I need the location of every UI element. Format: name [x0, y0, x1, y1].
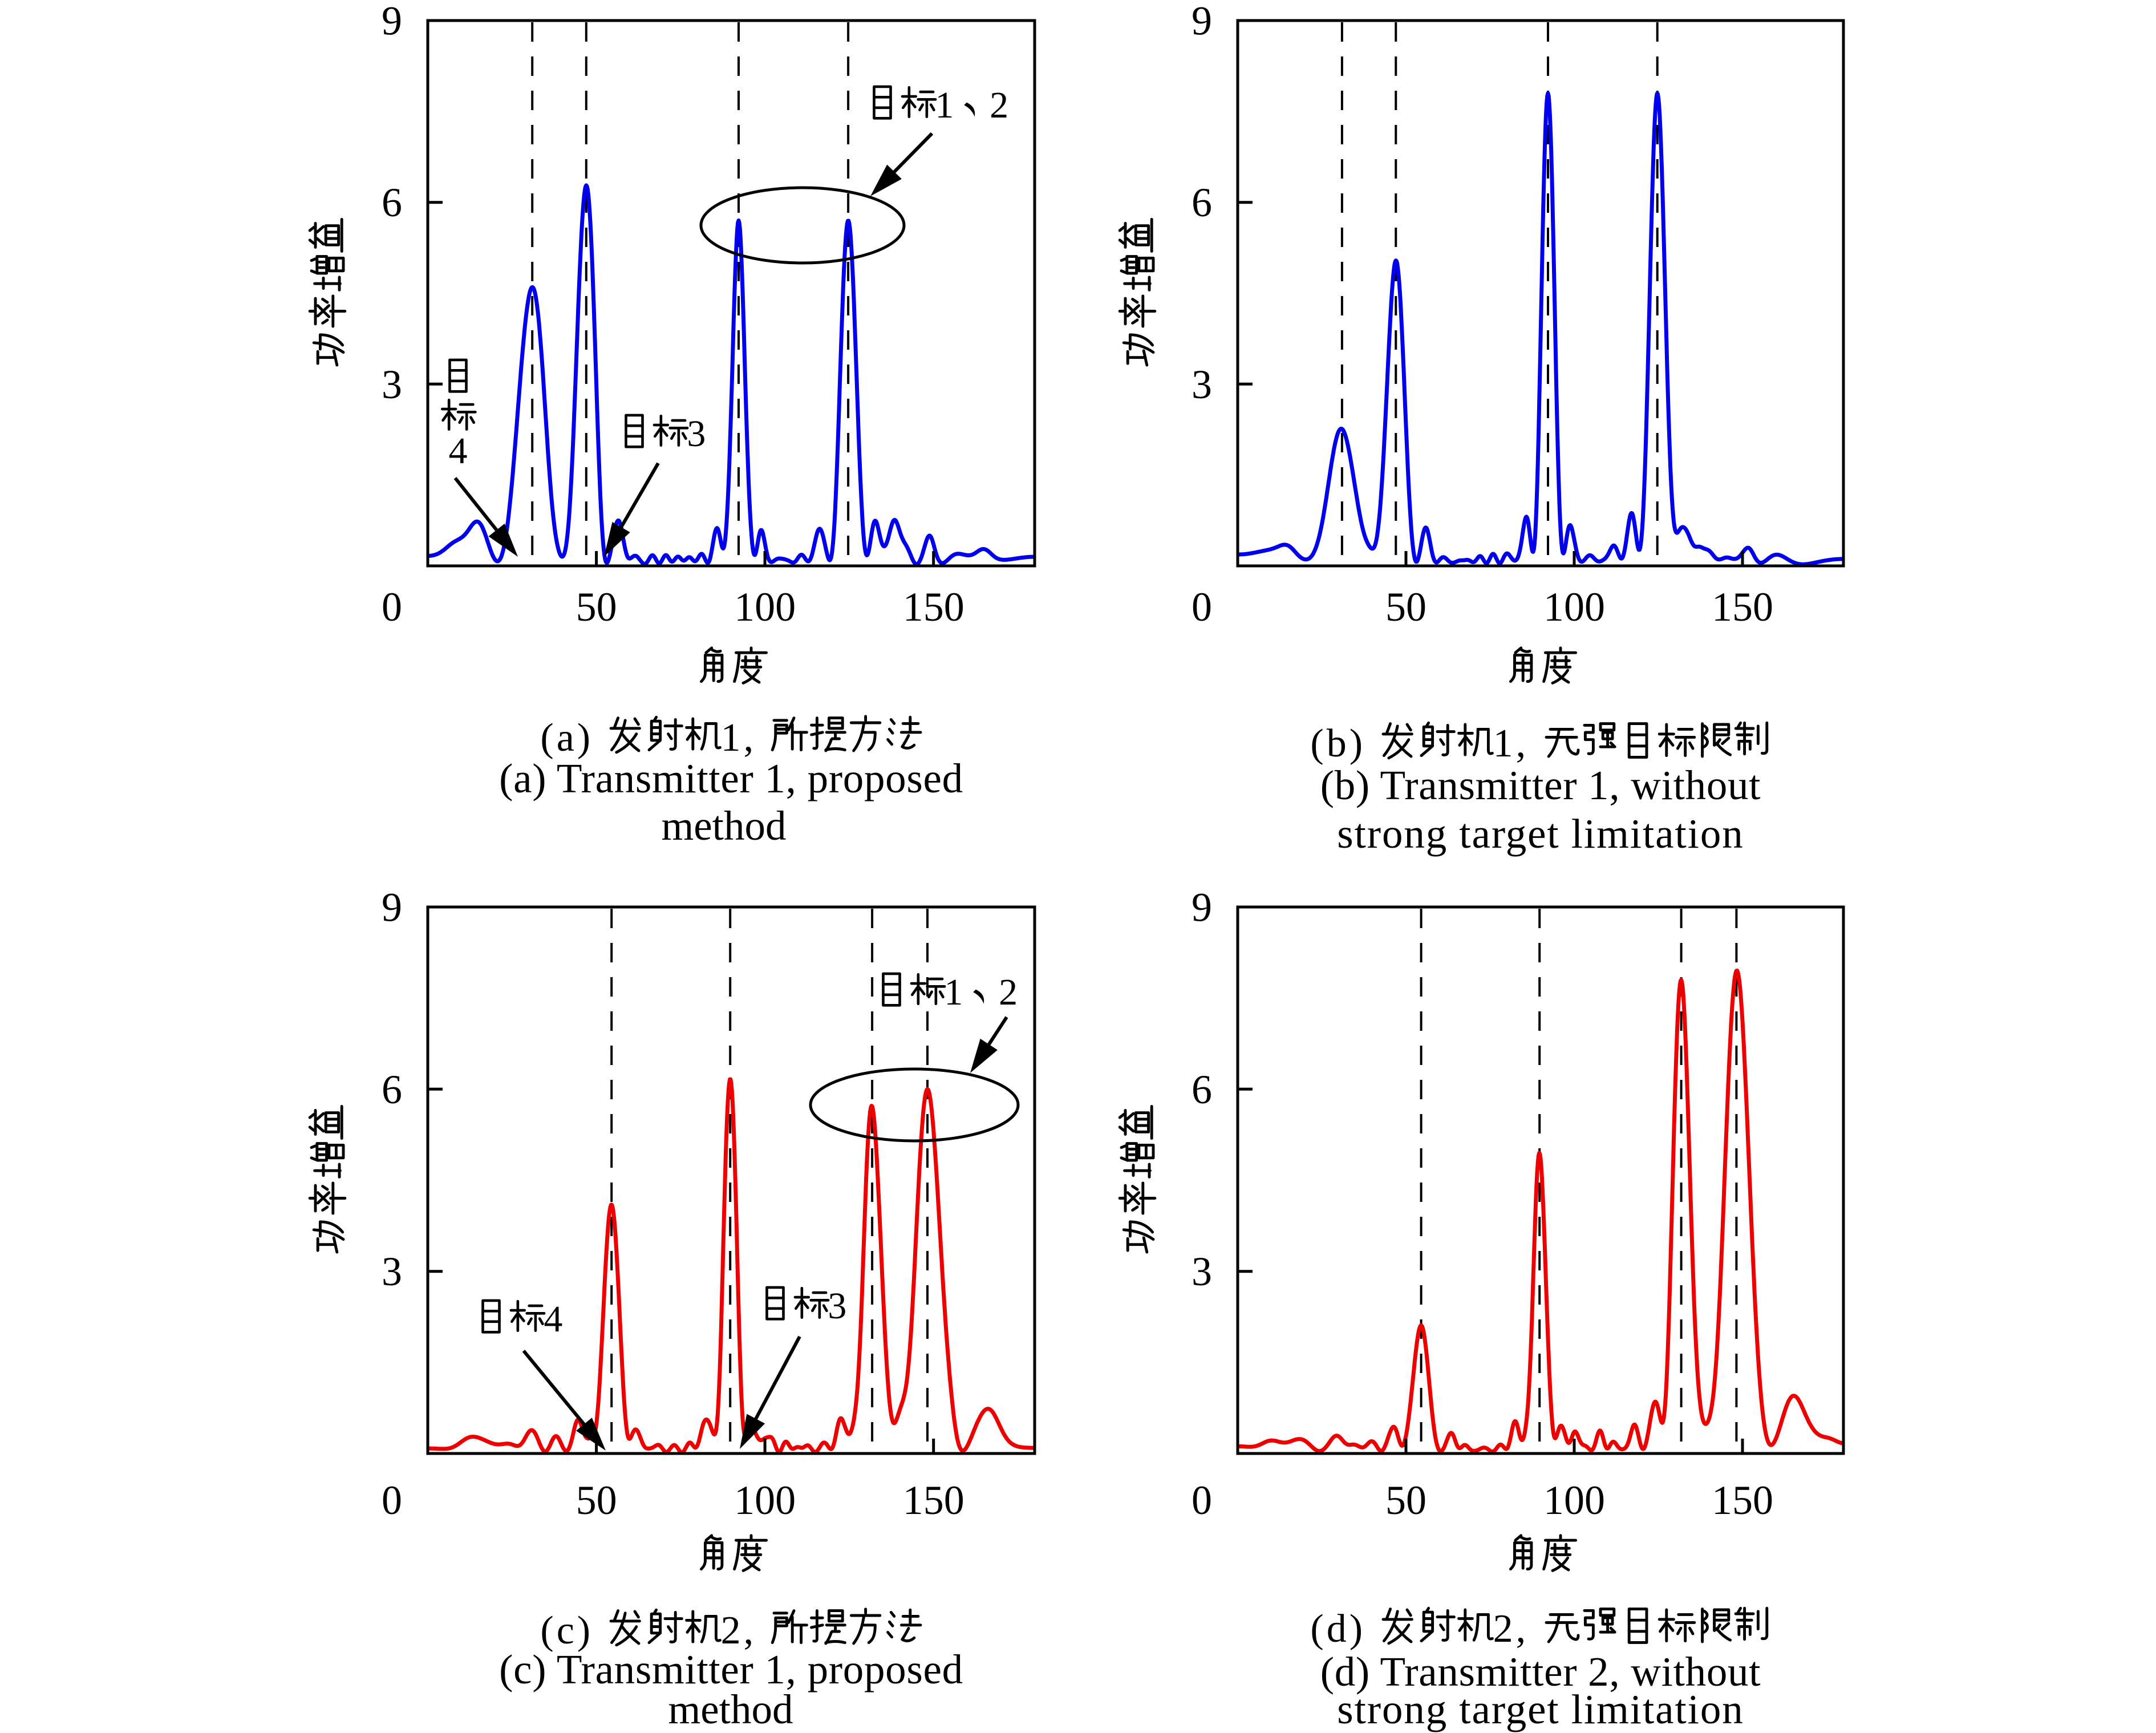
svg-text:100: 100 [734, 584, 796, 630]
svg-text:(d): (d) [1310, 1607, 1365, 1651]
svg-text:50: 50 [1385, 584, 1426, 630]
svg-text:9: 9 [382, 885, 402, 930]
svg-text:0: 0 [1192, 1477, 1212, 1523]
svg-text:50: 50 [576, 1477, 617, 1523]
svg-text:4: 4 [544, 1298, 562, 1340]
svg-text:1: 1 [944, 971, 963, 1013]
svg-text:150: 150 [903, 584, 964, 630]
svg-text:100: 100 [1543, 1477, 1605, 1523]
svg-text:100: 100 [1543, 584, 1605, 630]
svg-text:2: 2 [999, 971, 1018, 1013]
svg-text:50: 50 [1385, 1477, 1426, 1523]
svg-text:150: 150 [903, 1477, 964, 1523]
svg-text:(b) Transmitter 1, without: (b) Transmitter 1, without [1320, 762, 1761, 808]
svg-text:9: 9 [382, 0, 402, 44]
svg-text:50: 50 [576, 584, 617, 630]
svg-text:(c): (c) [540, 1609, 593, 1653]
svg-text:strong target limitation: strong target limitation [1337, 1686, 1744, 1732]
svg-text:6: 6 [1192, 180, 1212, 225]
svg-text:3: 3 [1192, 1249, 1212, 1294]
svg-text:method: method [668, 1686, 793, 1732]
svg-text:4: 4 [449, 430, 468, 472]
svg-text:(a) Transmitter 1, proposed: (a) Transmitter 1, proposed [499, 755, 963, 801]
svg-text:3: 3 [687, 413, 706, 455]
svg-text:9: 9 [1192, 885, 1212, 930]
svg-text:3: 3 [382, 1249, 402, 1294]
svg-text:2: 2 [990, 84, 1008, 126]
svg-text:150: 150 [1712, 584, 1773, 630]
svg-text:1,: 1, [1493, 722, 1529, 766]
svg-text:1,: 1, [721, 716, 757, 760]
svg-text:1: 1 [935, 84, 954, 126]
svg-text:strong target limitation: strong target limitation [1337, 811, 1744, 857]
svg-text:0: 0 [382, 584, 402, 630]
svg-text:(d) Transmitter 2, without: (d) Transmitter 2, without [1320, 1649, 1761, 1695]
svg-text:150: 150 [1712, 1477, 1773, 1523]
svg-text:3: 3 [1192, 362, 1212, 407]
svg-text:0: 0 [1192, 584, 1212, 630]
svg-text:3: 3 [828, 1285, 846, 1327]
svg-text:2,: 2, [721, 1609, 757, 1653]
svg-text:100: 100 [734, 1477, 796, 1523]
svg-text:(a): (a) [540, 716, 593, 760]
svg-text:0: 0 [382, 1477, 402, 1523]
svg-text:(b): (b) [1310, 722, 1365, 766]
svg-text:6: 6 [382, 1067, 402, 1112]
svg-text:3: 3 [382, 362, 402, 407]
svg-text:(c) Transmitter 1, proposed: (c) Transmitter 1, proposed [499, 1646, 963, 1692]
svg-text:6: 6 [1192, 1067, 1212, 1112]
svg-text:9: 9 [1192, 0, 1212, 44]
svg-text:2,: 2, [1493, 1607, 1529, 1651]
svg-text:6: 6 [382, 180, 402, 225]
svg-text:method: method [662, 803, 787, 849]
